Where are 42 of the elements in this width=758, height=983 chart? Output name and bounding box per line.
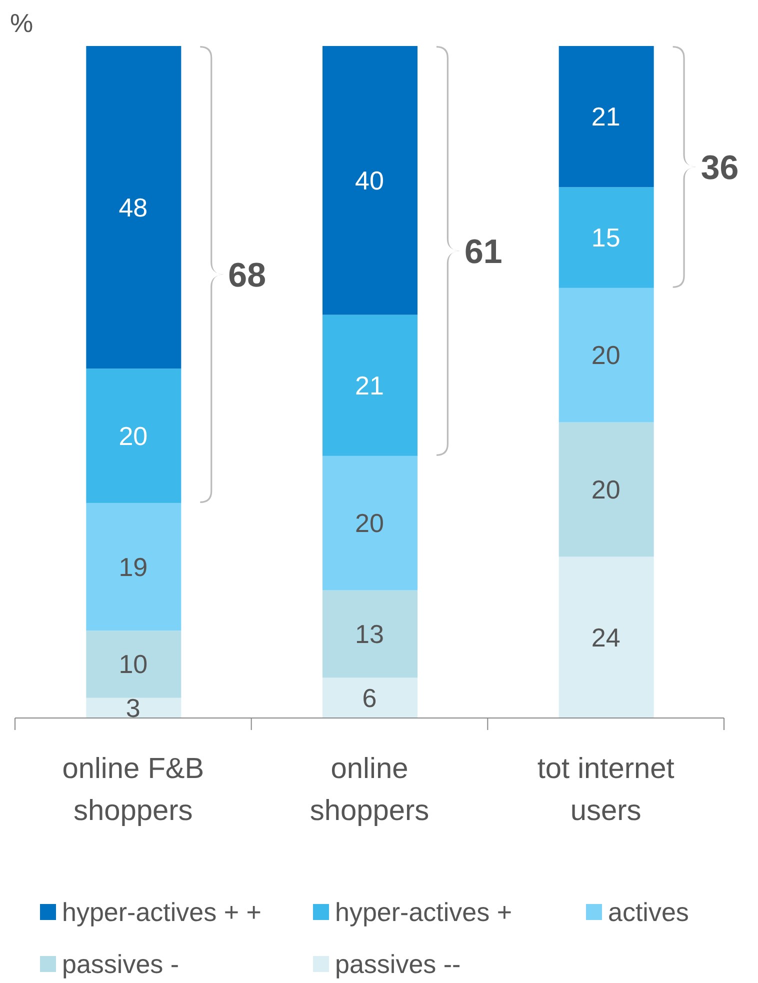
data-label: 20 bbox=[355, 508, 384, 538]
bar bbox=[86, 698, 182, 718]
legend-label: actives bbox=[608, 897, 689, 927]
annotation: 36 bbox=[700, 148, 739, 187]
y-axis-title: % bbox=[10, 8, 34, 38]
x-tick-label: online F&B shoppers bbox=[62, 753, 204, 827]
data-label: 21 bbox=[355, 370, 384, 400]
bar bbox=[322, 456, 418, 590]
bar bbox=[558, 46, 654, 188]
data-label: 19 bbox=[118, 552, 148, 582]
legend-label: passives -- bbox=[335, 949, 461, 979]
x-tick-label: online shoppers bbox=[310, 753, 430, 827]
data-label: 3 bbox=[126, 692, 140, 723]
bar bbox=[558, 288, 654, 422]
data-label: 13 bbox=[355, 619, 384, 649]
data-label: 20 bbox=[591, 474, 620, 505]
bar bbox=[558, 187, 654, 288]
bar bbox=[86, 46, 182, 369]
data-label: 15 bbox=[591, 222, 620, 253]
bar bbox=[322, 590, 418, 678]
bar bbox=[558, 556, 654, 718]
data-label: 21 bbox=[591, 102, 620, 132]
bar bbox=[86, 368, 182, 503]
annotation: 68 bbox=[228, 256, 266, 294]
data-label: 20 bbox=[591, 340, 620, 370]
data-label: 24 bbox=[591, 622, 620, 652]
bar bbox=[86, 630, 182, 698]
x-tick-label: tot internet users bbox=[537, 753, 674, 827]
data-label: 20 bbox=[118, 420, 148, 451]
bar bbox=[86, 502, 182, 631]
data-label: 48 bbox=[118, 192, 148, 222]
bar bbox=[558, 422, 654, 557]
bar bbox=[322, 678, 418, 718]
data-label: 10 bbox=[118, 649, 148, 680]
legend-label: hyper-actives + + bbox=[62, 897, 262, 927]
legend-label: passives - bbox=[62, 949, 180, 979]
bar bbox=[322, 46, 418, 315]
annotation: 61 bbox=[464, 232, 502, 271]
data-label: 6 bbox=[362, 682, 377, 713]
bar bbox=[322, 314, 418, 456]
data-label: 40 bbox=[355, 165, 384, 196]
legend-label: hyper-actives + bbox=[335, 897, 512, 927]
